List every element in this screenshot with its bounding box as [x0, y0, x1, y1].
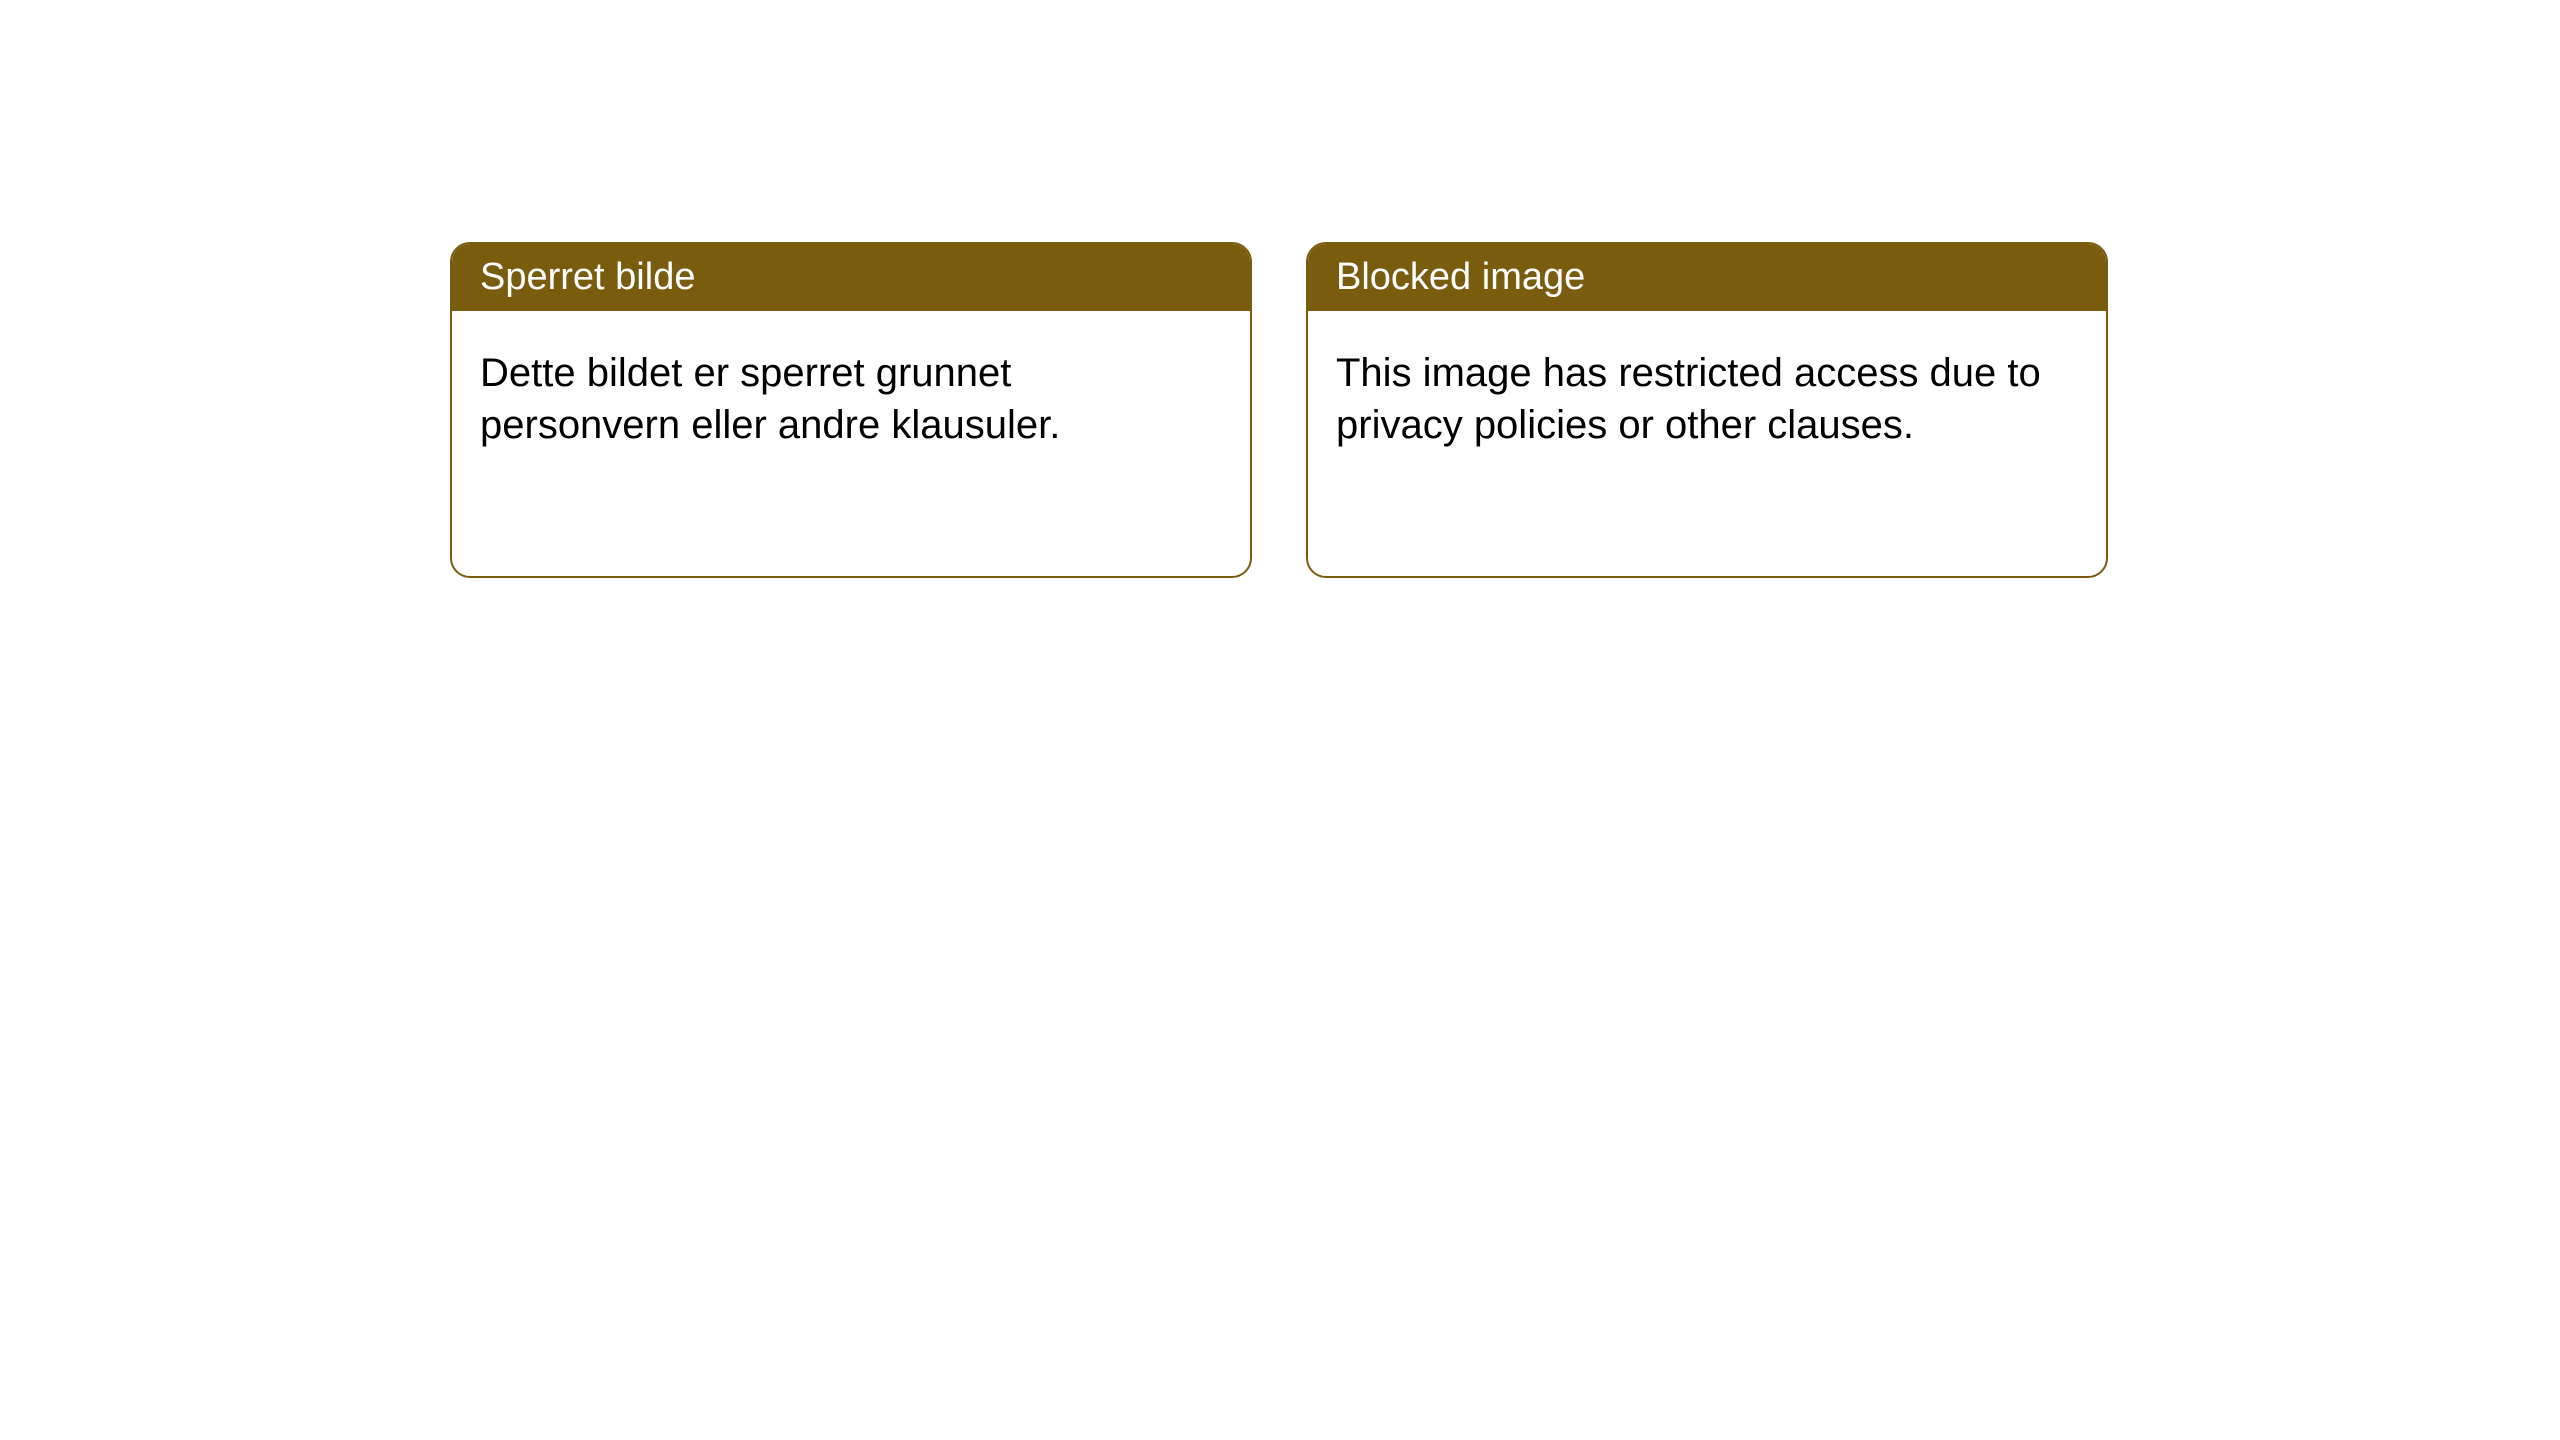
notice-card-text: Dette bildet er sperret grunnet personve…: [480, 351, 1060, 447]
notice-card-english: Blocked image This image has restricted …: [1306, 242, 2108, 578]
notice-card-title: Blocked image: [1336, 256, 1585, 298]
notice-card-norwegian: Sperret bilde Dette bildet er sperret gr…: [450, 242, 1252, 578]
notice-card-body: Dette bildet er sperret grunnet personve…: [452, 311, 1250, 487]
notice-card-body: This image has restricted access due to …: [1308, 311, 2106, 487]
notice-card-header: Sperret bilde: [452, 244, 1250, 311]
notice-card-header: Blocked image: [1308, 244, 2106, 311]
notice-card-text: This image has restricted access due to …: [1336, 351, 2041, 447]
notice-card-title: Sperret bilde: [480, 256, 695, 298]
notice-container: Sperret bilde Dette bildet er sperret gr…: [0, 0, 2560, 578]
